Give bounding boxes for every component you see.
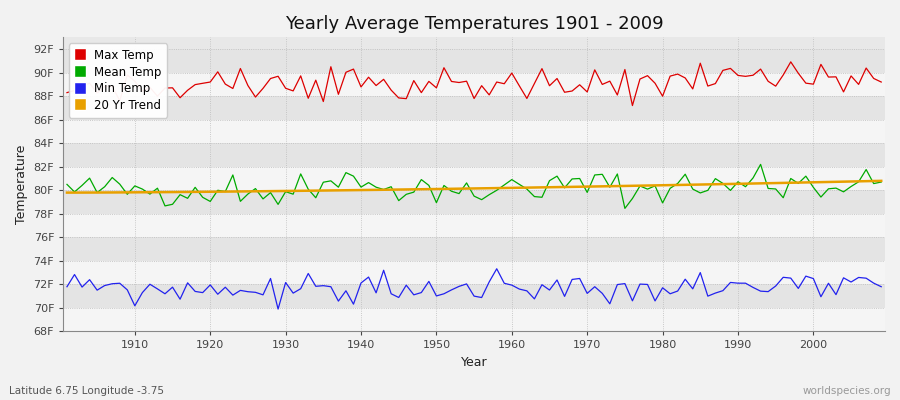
Bar [63, 237, 885, 261]
Bar [63, 261, 885, 284]
Text: worldspecies.org: worldspecies.org [803, 386, 891, 396]
Legend: Max Temp, Mean Temp, Min Temp, 20 Yr Trend: Max Temp, Mean Temp, Min Temp, 20 Yr Tre… [69, 43, 167, 118]
Bar [63, 214, 885, 237]
Bar [63, 284, 885, 308]
Bar [63, 308, 885, 332]
Bar [63, 73, 885, 96]
Bar [63, 143, 885, 167]
Y-axis label: Temperature: Temperature [15, 145, 28, 224]
Bar [63, 120, 885, 143]
Bar [63, 190, 885, 214]
X-axis label: Year: Year [461, 356, 488, 369]
Text: Latitude 6.75 Longitude -3.75: Latitude 6.75 Longitude -3.75 [9, 386, 164, 396]
Bar [63, 49, 885, 73]
Bar [63, 96, 885, 120]
Title: Yearly Average Temperatures 1901 - 2009: Yearly Average Temperatures 1901 - 2009 [284, 15, 663, 33]
Bar [63, 167, 885, 190]
